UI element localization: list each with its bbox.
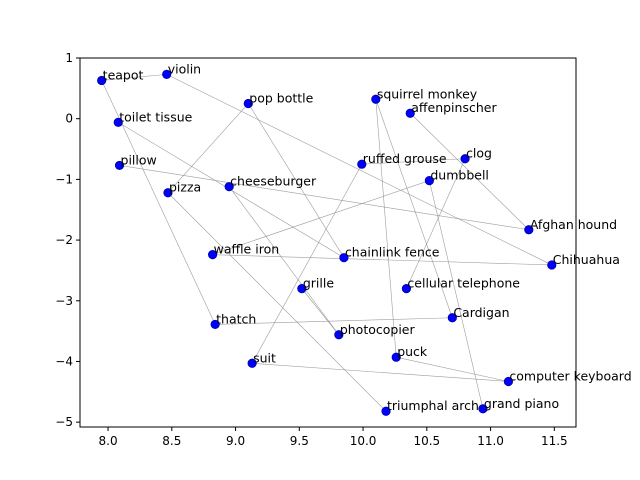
edge-squirrel-monkey-to-cardigan bbox=[375, 99, 453, 318]
point-waffle-iron bbox=[208, 250, 218, 260]
y-tick-label: 0 bbox=[65, 112, 73, 126]
point-label-grand-piano: grand piano bbox=[484, 396, 559, 411]
point-label-ruffed-grouse: ruffed grouse bbox=[363, 151, 447, 166]
edge-puck-to-computer-keyboard bbox=[396, 356, 509, 382]
point-pop-bottle bbox=[243, 98, 253, 109]
edge-squirrel-monkey-to-puck bbox=[375, 99, 397, 358]
y-tick-label: −1 bbox=[55, 172, 73, 186]
point-squirrel-monkey bbox=[371, 94, 381, 104]
point-label-suit: suit bbox=[253, 350, 276, 365]
point-label-photocopier: photocopier bbox=[340, 322, 416, 337]
point-triumphal-arch bbox=[381, 406, 391, 416]
point-grand-piano bbox=[478, 404, 488, 414]
point-pizza bbox=[163, 188, 173, 198]
point-cardigan bbox=[447, 313, 457, 323]
edge-affenpinscher-to-afghan-hound bbox=[410, 113, 530, 230]
x-tick-label: 9.0 bbox=[226, 434, 245, 448]
point-label-puck: puck bbox=[397, 344, 428, 359]
y-tick-label: −5 bbox=[55, 415, 73, 429]
point-label-violin: violin bbox=[168, 61, 201, 76]
edge-pizza-to-triumphal-arch bbox=[167, 192, 387, 412]
y-tick-label: −3 bbox=[55, 294, 73, 308]
edge-clog-to-ruffed-grouse bbox=[361, 158, 466, 165]
y-tick-label: −4 bbox=[55, 354, 73, 368]
point-label-affenpinscher: affenpinscher bbox=[411, 100, 497, 115]
edge-pop-bottle-to-pizza bbox=[167, 103, 249, 193]
point-label-thatch: thatch bbox=[216, 311, 256, 326]
x-tick-label: 11.0 bbox=[477, 434, 504, 448]
point-label-dumbbell: dumbbell bbox=[430, 168, 489, 183]
x-tick-label: 8.0 bbox=[99, 434, 118, 448]
point-label-pillow: pillow bbox=[121, 152, 157, 167]
edge-cheeseburger-to-photocopier bbox=[228, 186, 340, 335]
y-tick-label: −2 bbox=[55, 233, 73, 247]
edge-violin-to-chihuahua bbox=[166, 74, 552, 266]
point-chainlink-fence bbox=[339, 253, 349, 263]
plot-frame bbox=[79, 57, 577, 428]
x-tick-label: 10.5 bbox=[413, 434, 440, 448]
point-label-grille: grille bbox=[303, 276, 334, 291]
point-label-computer-keyboard: computer keyboard bbox=[509, 368, 631, 383]
edge-dumbbell-to-grand-piano bbox=[429, 180, 484, 409]
point-layer bbox=[97, 69, 557, 416]
edge-clog-to-cellular-telephone bbox=[406, 158, 466, 289]
edge-teapot-to-violin bbox=[101, 74, 167, 81]
point-label-chainlink-fence: chainlink fence bbox=[345, 245, 440, 260]
point-computer-keyboard bbox=[503, 376, 514, 387]
x-tick-label: 10.0 bbox=[350, 434, 377, 448]
y-tick-label: 1 bbox=[65, 51, 73, 65]
point-violin bbox=[162, 69, 172, 79]
point-label-cardigan: Cardigan bbox=[453, 305, 509, 320]
point-label-clog: clog bbox=[466, 146, 492, 161]
point-label-pizza: pizza bbox=[169, 180, 201, 195]
point-ruffed-grouse bbox=[357, 159, 367, 169]
point-label-afghan-hound: Afghan hound bbox=[530, 217, 617, 232]
point-label-waffle-iron: waffle iron bbox=[214, 242, 280, 257]
edge-thatch-to-cardigan bbox=[215, 317, 453, 325]
x-tick-label: 11.5 bbox=[541, 434, 568, 448]
point-label-triumphal-arch: triumphal arch bbox=[387, 398, 479, 413]
x-tick-label: 8.5 bbox=[162, 434, 181, 448]
x-axis: 8.0 8.5 9.0 9.5 10.0 10.5 11.0 11.5 bbox=[99, 427, 568, 448]
point-thatch bbox=[210, 319, 220, 330]
point-pillow bbox=[114, 160, 125, 171]
edge-pillow-to-afghan-hound bbox=[119, 165, 529, 231]
point-suit bbox=[247, 358, 257, 368]
point-toilet-tissue bbox=[113, 117, 123, 127]
point-cheeseburger bbox=[224, 182, 234, 192]
point-label-squirrel-monkey: squirrel monkey bbox=[377, 86, 478, 101]
x-tick-label: 9.5 bbox=[290, 434, 309, 448]
point-afghan-hound bbox=[524, 225, 534, 235]
point-puck bbox=[391, 352, 401, 362]
edge-waffle-iron-to-chihuahua bbox=[212, 254, 552, 266]
point-label-pop-bottle: pop bottle bbox=[249, 91, 313, 106]
point-label-toilet-tissue: toilet tissue bbox=[119, 109, 192, 124]
point-clog bbox=[460, 154, 470, 164]
edge-suit-to-computer-keyboard bbox=[252, 362, 509, 382]
point-teapot bbox=[97, 75, 107, 86]
edge-ruffed-grouse-to-suit bbox=[251, 164, 363, 364]
point-label-chihuahua: Chihuahua bbox=[553, 252, 620, 267]
point-chihuahua bbox=[547, 260, 557, 270]
edge-grille-to-photocopier bbox=[301, 288, 340, 335]
point-affenpinscher bbox=[405, 108, 415, 118]
edge-pop-bottle-to-chainlink-fence bbox=[248, 103, 345, 258]
label-layer: teapot violin pop bottle toilet tissue squir… bbox=[103, 61, 632, 413]
edge-dumbbell-to-waffle-iron bbox=[212, 180, 430, 255]
y-axis: 1 0 −1 −2 −3 −4 −5 bbox=[55, 51, 80, 429]
point-label-cellular-telephone: cellular telephone bbox=[407, 276, 520, 291]
point-grille bbox=[297, 284, 307, 294]
point-photocopier bbox=[334, 330, 344, 340]
point-cellular-telephone bbox=[401, 284, 412, 294]
point-dumbbell bbox=[424, 175, 434, 186]
point-label-teapot: teapot bbox=[103, 67, 144, 82]
point-label-cheeseburger: cheeseburger bbox=[230, 174, 317, 189]
edge-layer bbox=[101, 74, 552, 412]
